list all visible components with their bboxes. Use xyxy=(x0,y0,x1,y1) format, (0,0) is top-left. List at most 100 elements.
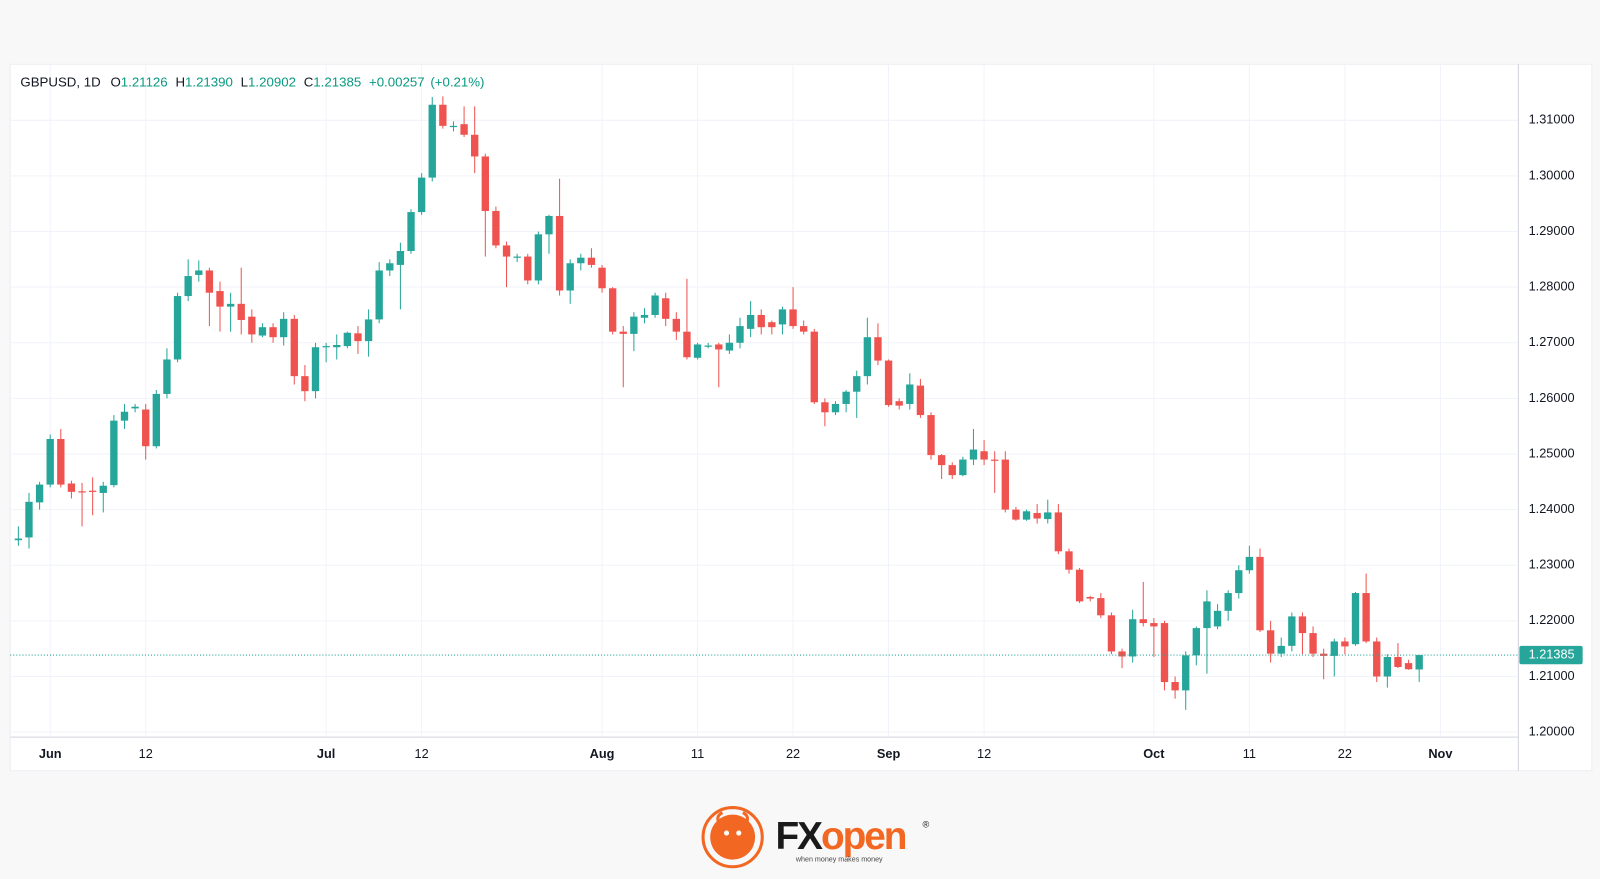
candle-body xyxy=(290,318,298,377)
candle-body xyxy=(195,270,203,275)
candle-body xyxy=(587,257,596,265)
y-tick-label: 1.27000 xyxy=(1529,334,1575,349)
candle-body xyxy=(311,347,320,392)
candle-body xyxy=(884,360,893,406)
candle-body xyxy=(439,104,447,126)
close-label: C xyxy=(304,74,314,89)
candle-body xyxy=(237,303,245,320)
candle-body xyxy=(577,257,585,264)
logo: FXopen ® when money makes money xyxy=(701,806,929,869)
candle-body xyxy=(205,270,214,293)
candle-body xyxy=(502,245,511,257)
candle-body xyxy=(216,291,224,307)
high-value: 1.21390 xyxy=(185,74,233,89)
candle-body xyxy=(152,393,160,447)
candle-body xyxy=(67,483,76,492)
candle-body xyxy=(1330,641,1338,656)
candle-body xyxy=(1160,623,1169,683)
x-tick-label: Nov xyxy=(1428,746,1453,761)
logo-eye xyxy=(736,830,742,836)
candle-body xyxy=(683,331,691,358)
grid xyxy=(10,64,1519,738)
candle-body xyxy=(863,337,872,377)
candle-body xyxy=(269,327,277,338)
candle-body xyxy=(1245,556,1254,571)
candle-body xyxy=(1033,512,1041,519)
open-value: 1.21126 xyxy=(121,74,168,89)
candle-body xyxy=(1277,645,1285,654)
candle-body xyxy=(46,438,54,485)
candle-body xyxy=(630,316,638,334)
candle-body xyxy=(1075,569,1084,602)
x-tick-label: Oct xyxy=(1143,746,1165,761)
candle-body xyxy=(120,411,129,421)
candle-body xyxy=(1256,556,1264,631)
candle-body xyxy=(1139,619,1147,624)
candle-body xyxy=(333,344,341,348)
candle-body xyxy=(25,501,33,538)
candle-body xyxy=(280,318,288,338)
logo-eye xyxy=(723,830,730,836)
candle-body xyxy=(991,459,999,461)
candle-body xyxy=(821,402,829,413)
candle-body xyxy=(969,449,978,460)
logo-fx: FX xyxy=(776,815,824,858)
candle-body xyxy=(980,451,988,460)
logo-bull xyxy=(710,814,756,860)
x-tick-label: 22 xyxy=(1338,746,1352,761)
candle-body xyxy=(927,415,935,456)
x-tick-label: 12 xyxy=(977,746,991,761)
y-tick-label: 1.30000 xyxy=(1529,167,1575,182)
candle-body xyxy=(715,344,723,350)
candle-body xyxy=(1383,657,1392,677)
change-percent: (+0.21%) xyxy=(430,74,484,89)
candle-body xyxy=(1362,593,1370,642)
candle-body xyxy=(916,385,925,416)
y-tick-label: 1.28000 xyxy=(1529,279,1575,294)
candle-body xyxy=(545,215,553,235)
x-tick-label: 12 xyxy=(415,746,429,761)
candle-body xyxy=(248,316,256,335)
candle-body xyxy=(598,267,606,289)
candle-body xyxy=(566,263,574,291)
candle-body xyxy=(768,322,776,328)
candle-body xyxy=(1012,509,1020,520)
candle-body xyxy=(1107,615,1116,652)
x-tick-label: Jul xyxy=(317,746,335,761)
candle-body xyxy=(895,401,903,406)
open-label: O xyxy=(110,74,120,89)
candle-body xyxy=(99,485,107,493)
candle-body xyxy=(608,288,617,332)
y-tick-label: 1.23000 xyxy=(1529,557,1575,572)
candle-body xyxy=(651,295,659,315)
candle-body xyxy=(364,319,373,342)
candle-body xyxy=(322,346,330,348)
candle-body xyxy=(35,484,44,503)
y-tick-label: 1.25000 xyxy=(1529,445,1575,460)
candle-body xyxy=(810,331,818,403)
candle-body xyxy=(449,125,458,128)
close-value: 1.21385 xyxy=(313,74,361,89)
candle-body xyxy=(757,314,765,328)
candle-body xyxy=(492,210,500,246)
x-tick-label: 11 xyxy=(691,746,704,761)
candle-body xyxy=(226,303,235,307)
candle-body xyxy=(534,234,543,281)
candle-body xyxy=(725,342,734,351)
candle-body xyxy=(471,134,479,157)
y-tick-label: 1.31000 xyxy=(1529,112,1575,127)
x-tick-label: Aug xyxy=(590,746,615,761)
candle-body xyxy=(672,318,680,332)
candle-body xyxy=(906,384,914,404)
x-tick-label: 12 xyxy=(139,746,153,761)
candle-body xyxy=(1065,551,1073,570)
candle-body xyxy=(407,212,415,252)
candle-body xyxy=(874,337,882,361)
candle-body xyxy=(842,391,850,404)
candle-body xyxy=(460,124,468,135)
candle-body xyxy=(428,104,436,178)
candle-body xyxy=(959,459,967,476)
logo-ring xyxy=(701,806,764,869)
candle-body xyxy=(184,276,192,297)
